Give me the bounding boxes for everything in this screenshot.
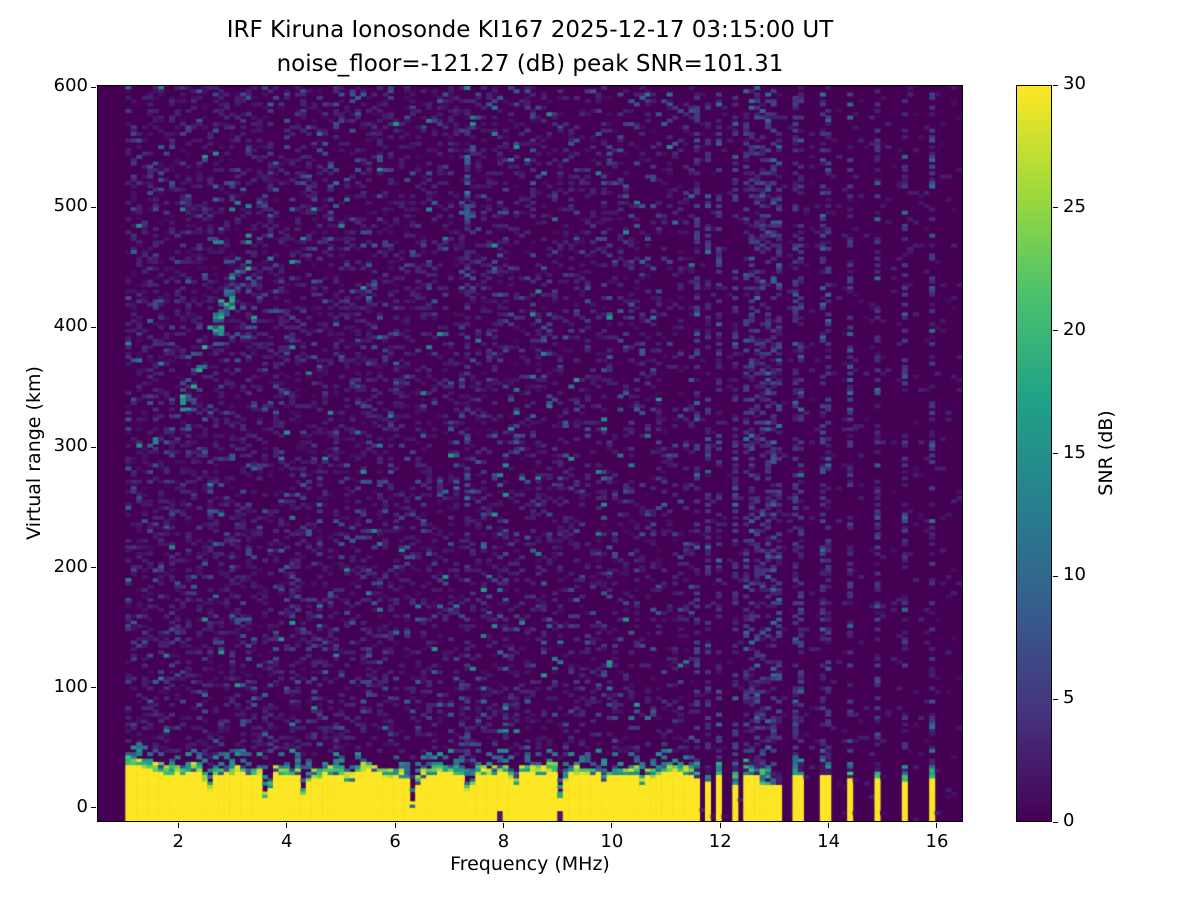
tick-mark xyxy=(1053,207,1058,209)
xtick-label: 4 xyxy=(280,831,293,852)
heatmap-plot-area xyxy=(97,85,963,822)
ytick-label: 200 xyxy=(53,555,88,577)
tick-mark xyxy=(91,687,96,689)
cbtick-label: 5 xyxy=(1063,687,1075,709)
xtick-label: 8 xyxy=(497,831,510,852)
xtick-label: 14 xyxy=(817,831,841,852)
xtick-label: 12 xyxy=(708,831,732,852)
tick-mark xyxy=(177,823,179,828)
tick-mark xyxy=(1053,575,1058,577)
xtick-label: 16 xyxy=(925,831,949,852)
xtick-label: 10 xyxy=(600,831,624,852)
tick-mark xyxy=(936,823,938,828)
y-axis-label: Virtual range (km) xyxy=(23,366,45,540)
ytick-label: 600 xyxy=(53,75,88,97)
tick-mark xyxy=(91,86,96,88)
ytick-label: 500 xyxy=(53,195,88,217)
tick-mark xyxy=(394,823,396,828)
cbtick-label: 15 xyxy=(1063,441,1086,463)
tick-mark xyxy=(91,567,96,569)
colorbar xyxy=(1016,85,1052,822)
x-axis-label: Frequency (MHz) xyxy=(450,853,610,875)
tick-mark xyxy=(91,206,96,208)
chart-title-line1: IRF Kiruna Ionosonde KI167 2025-12-17 03… xyxy=(226,17,834,43)
tick-mark xyxy=(1053,698,1058,700)
tick-mark xyxy=(611,823,613,828)
tick-mark xyxy=(502,823,504,828)
ytick-label: 100 xyxy=(53,675,88,697)
ytick-label: 300 xyxy=(53,435,88,457)
tick-mark xyxy=(91,807,96,809)
cbtick-label: 20 xyxy=(1063,318,1086,340)
tick-mark xyxy=(91,446,96,448)
tick-mark xyxy=(1053,821,1058,823)
ionogram-heatmap-canvas xyxy=(98,86,962,821)
tick-mark xyxy=(719,823,721,828)
colorbar-label: SNR (dB) xyxy=(1095,410,1117,496)
tick-mark xyxy=(286,823,288,828)
ytick-label: 400 xyxy=(53,315,88,337)
chart-title-line2: noise_floor=-121.27 (dB) peak SNR=101.31 xyxy=(276,51,784,77)
cbtick-label: 30 xyxy=(1063,73,1086,94)
tick-mark xyxy=(1053,84,1058,86)
xtick-label: 6 xyxy=(389,831,401,852)
tick-mark xyxy=(1053,453,1058,454)
cbtick-label: 0 xyxy=(1063,810,1075,831)
chart-title: IRF Kiruna Ionosonde KI167 2025-12-17 03… xyxy=(97,13,963,81)
tick-mark xyxy=(1053,330,1058,332)
tick-mark xyxy=(828,823,830,828)
cbtick-label: 10 xyxy=(1063,564,1086,586)
xtick-label: 2 xyxy=(172,831,185,852)
cbtick-label: 25 xyxy=(1063,195,1086,217)
ytick-label: 0 xyxy=(76,795,88,817)
tick-mark xyxy=(91,326,96,328)
